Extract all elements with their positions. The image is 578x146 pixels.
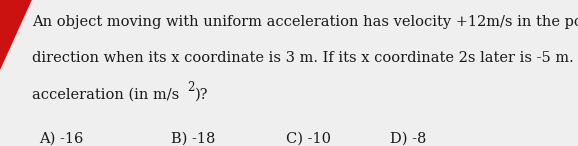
Text: )?: )? [195, 88, 208, 102]
Text: B) -18: B) -18 [171, 131, 215, 145]
Text: A) -16: A) -16 [39, 131, 84, 145]
Text: C) -10: C) -10 [286, 131, 331, 145]
Text: direction when its x coordinate is 3 m. If its x coordinate 2s later is -5 m. Wh: direction when its x coordinate is 3 m. … [32, 51, 578, 65]
Text: acceleration (in m/s: acceleration (in m/s [32, 88, 179, 102]
Text: An object moving with uniform acceleration has velocity +12m/s in the positive x: An object moving with uniform accelerati… [32, 15, 578, 29]
Text: 2: 2 [187, 81, 194, 94]
Text: D) -8: D) -8 [390, 131, 427, 145]
